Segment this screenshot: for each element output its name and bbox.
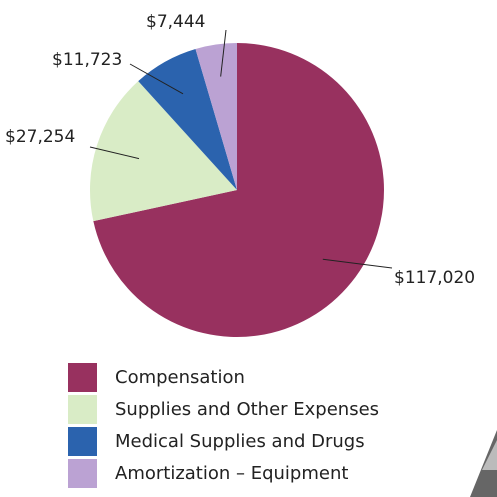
legend-swatch [68,395,97,424]
value-label: $11,723 [52,50,122,70]
value-label: $117,020 [394,268,475,288]
legend-swatch [68,427,97,456]
legend-swatch [68,459,97,488]
legend-label: Amortization – Equipment [115,463,348,484]
legend-label: Supplies and Other Expenses [115,399,379,420]
pie-slice [93,43,385,337]
value-label: $27,254 [5,127,75,147]
photo-fragment [482,440,497,470]
leader-line [322,258,393,269]
leader-line [220,29,227,77]
pie-slice [89,81,237,222]
pie-slice [138,48,237,190]
legend-label: Compensation [115,367,245,388]
pie-slice [195,43,237,190]
value-label: $7,444 [146,12,205,32]
leader-line [89,146,140,160]
photo-fragment [470,430,497,497]
legend-label: Medical Supplies and Drugs [115,431,365,452]
legend-swatch [68,363,97,392]
leader-line [129,63,184,95]
